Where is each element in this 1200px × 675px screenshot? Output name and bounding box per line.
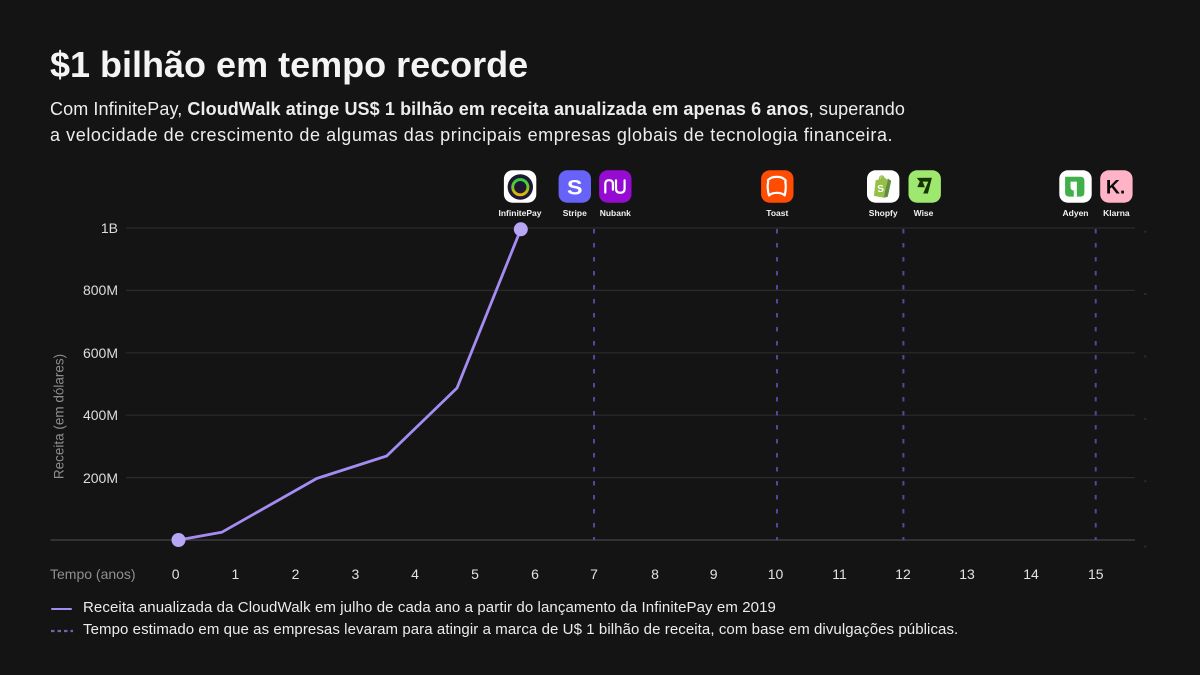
svg-text:S: S — [567, 175, 583, 199]
svg-text:S: S — [877, 184, 885, 196]
svg-text:K.: K. — [1106, 177, 1126, 199]
